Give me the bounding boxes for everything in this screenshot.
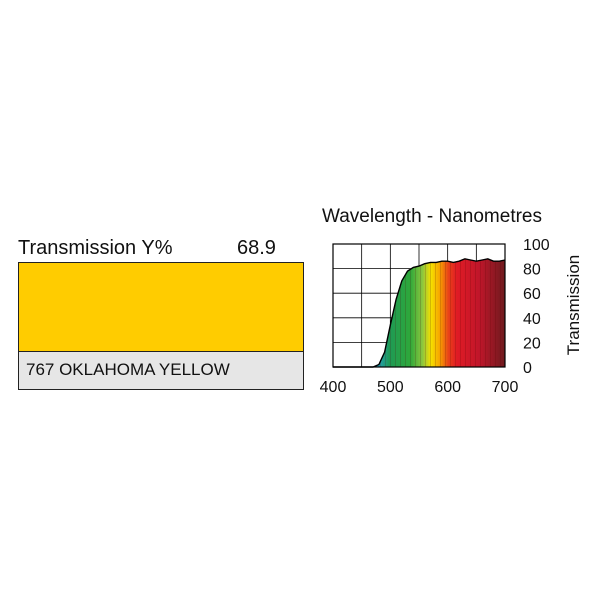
transmission-value: 68.9 bbox=[237, 237, 276, 259]
filter-name: 767 OKLAHOMA YELLOW bbox=[18, 352, 304, 390]
x-tick-label: 700 bbox=[492, 379, 519, 396]
color-swatch bbox=[18, 262, 304, 352]
y-tick-label: 80 bbox=[523, 262, 541, 279]
y-tick-label: 0 bbox=[523, 360, 532, 377]
chart-title: Wavelength - Nanometres bbox=[322, 206, 543, 227]
y-tick-label: 100 bbox=[523, 237, 550, 254]
x-tick-label: 500 bbox=[377, 379, 404, 396]
y-tick-label: 20 bbox=[523, 335, 541, 352]
y-tick-label: 40 bbox=[523, 311, 541, 328]
y-axis-label: Transmission bbox=[564, 255, 583, 355]
y-tick-label: 60 bbox=[523, 286, 541, 303]
plot-frame bbox=[332, 243, 506, 368]
transmission-curve bbox=[333, 258, 506, 368]
transmission-label: Transmission Y% bbox=[18, 237, 173, 259]
x-tick-label: 600 bbox=[434, 379, 461, 396]
x-tick-label: 400 bbox=[320, 379, 347, 396]
transmission-area-stripes bbox=[333, 258, 505, 367]
